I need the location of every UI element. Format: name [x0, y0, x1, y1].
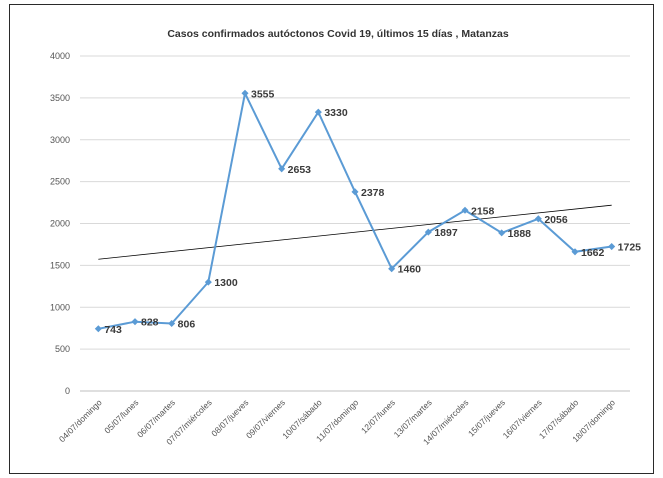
series-polyline [98, 90, 612, 330]
data-label: 1662 [581, 247, 605, 259]
data-point [94, 325, 102, 333]
y-tick-label: 1500 [50, 260, 70, 270]
y-tick-label: 2000 [50, 219, 70, 229]
data-point [351, 188, 359, 196]
chart-frame [9, 4, 654, 474]
data-label: 3330 [324, 107, 348, 119]
data-point [388, 265, 396, 273]
data-point [461, 206, 469, 214]
gridlines [80, 55, 630, 392]
y-tick-label: 2500 [50, 177, 70, 187]
data-point [424, 228, 432, 236]
series-line [98, 90, 612, 330]
y-tick-label: 3000 [50, 135, 70, 145]
chart-title: Casos confirmados autóctonos Covid 19, ú… [167, 28, 508, 40]
data-label: 2056 [544, 214, 568, 226]
data-point [278, 165, 286, 173]
data-labels: 743 828 806 1300 3555 2653 3330 2378 1460 1897 215… [104, 88, 641, 336]
data-label: 806 [178, 318, 196, 330]
x-tick-label: 12/07/lunes [359, 397, 397, 435]
data-label: 1460 [398, 264, 422, 276]
data-point [241, 89, 249, 97]
trendline [98, 204, 612, 260]
data-label: 2158 [471, 205, 495, 217]
data-label: 1300 [214, 277, 238, 289]
x-tick-label: 04/07/domingo [57, 397, 104, 444]
data-label: 2653 [288, 164, 312, 176]
data-point [168, 319, 176, 328]
data-label: 1897 [434, 227, 458, 239]
data-point [204, 278, 212, 286]
y-tick-label: 0 [65, 386, 70, 396]
y-tick-label: 500 [55, 344, 70, 354]
data-label: 1888 [508, 228, 532, 240]
data-point [534, 215, 542, 223]
data-points [94, 89, 616, 333]
data-label: 2378 [361, 187, 385, 199]
x-tick-label: 05/07/lunes [102, 397, 140, 435]
y-tick-label: 4000 [50, 51, 70, 61]
data-point [314, 108, 322, 116]
data-label: 3555 [251, 88, 275, 100]
trendline-segment [98, 204, 612, 260]
y-axis-ticks: 0 500 1000 1500 2000 2500 3000 3500 4000 [50, 51, 70, 396]
data-point [131, 318, 139, 326]
y-tick-label: 1000 [50, 302, 70, 312]
data-point [608, 242, 616, 251]
data-label: 828 [141, 317, 159, 329]
data-label: 743 [104, 324, 122, 336]
data-point [571, 248, 579, 256]
data-label: 1725 [618, 242, 642, 254]
x-axis-ticks: 04/07/domingo05/07/lunes06/07/martes07/0… [57, 397, 617, 447]
data-point [498, 229, 506, 237]
y-tick-label: 3500 [50, 93, 70, 103]
